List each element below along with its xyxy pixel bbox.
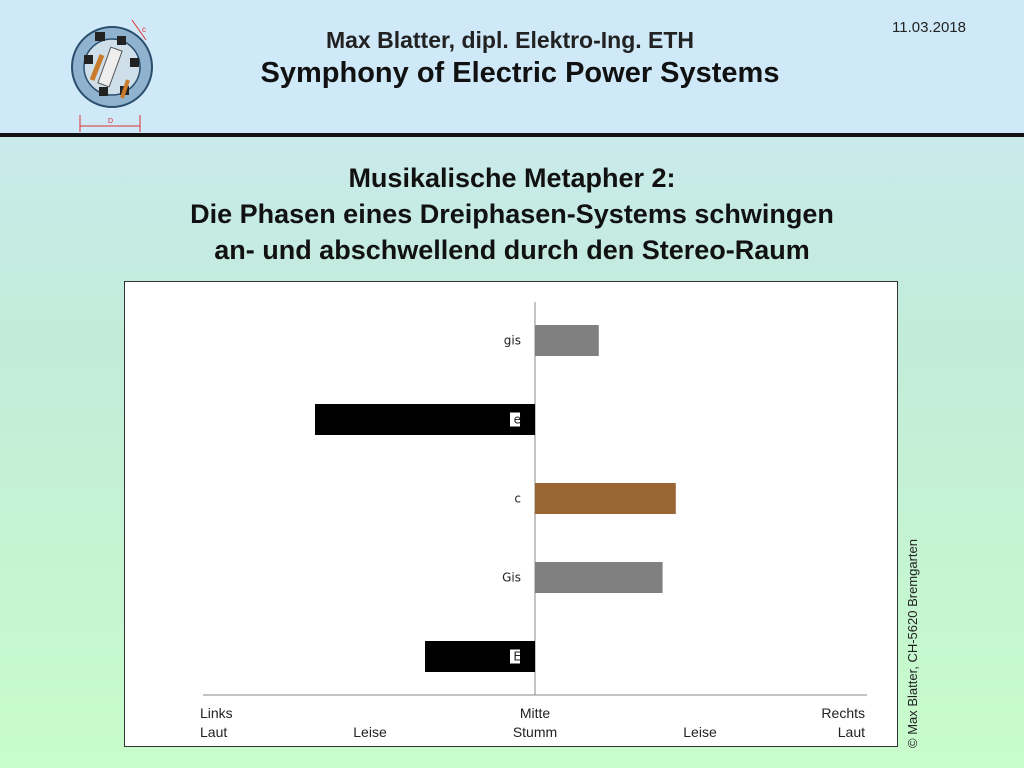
presentation-title: Symphony of Electric Power Systems xyxy=(260,57,780,89)
x-tick-label-bottom-4: Laut xyxy=(838,724,865,740)
header-divider xyxy=(0,133,1024,137)
logo-label-c: c xyxy=(142,25,146,34)
bar-e xyxy=(315,404,535,435)
x-tick-label-bottom-0: Laut xyxy=(200,724,227,740)
category-label-E: E xyxy=(513,650,521,664)
category-label-gis: gis xyxy=(504,334,521,348)
category-label-Gis: Gis xyxy=(502,571,521,585)
copyright-notice: © Max Blatter, CH-5620 Bremgarten xyxy=(905,539,920,748)
electric-machine-cross-section-icon: D c xyxy=(71,19,153,132)
x-tick-label-bottom-2: Stumm xyxy=(513,724,557,740)
x-tick-label-top-2: Rechts xyxy=(821,705,865,721)
x-tick-label-top-1: Mitte xyxy=(520,705,551,721)
category-label-e: e xyxy=(514,413,521,427)
stereo-bar-chart: gis e c Gis E Links Mitte Rechts Laut Leise Stumm L… xyxy=(200,302,867,740)
slide-title-line-2: Die Phasen eines Dreiphasen-Systems schw… xyxy=(190,199,834,229)
x-tick-label-bottom-3: Leise xyxy=(683,724,717,740)
slide-date: 11.03.2018 xyxy=(892,19,966,36)
bar-c xyxy=(535,483,676,514)
bar-label-bg-E xyxy=(510,649,520,664)
x-tick-label-top-0: Links xyxy=(200,705,233,721)
bar-Gis xyxy=(535,562,663,593)
x-tick-label-bottom-1: Leise xyxy=(353,724,387,740)
bar-gis xyxy=(535,325,599,356)
category-label-c: c xyxy=(514,492,521,506)
chart-panel: gis e c Gis E Links Mitte Rechts Laut Leise Stumm L… xyxy=(124,281,898,747)
bar-label-bg-e xyxy=(510,412,520,427)
author-name: Max Blatter, dipl. Elektro-Ing. ETH xyxy=(325,27,695,53)
slide-header: D c Max Blatter, dipl. Elektro-Ing. ETH … xyxy=(0,0,1024,133)
logo-label-d: D xyxy=(108,118,113,125)
slide-title: Musikalische Metapher 2: Die Phasen eine… xyxy=(100,160,924,268)
slide-title-line-3: an- und abschwellend durch den Stereo-Ra… xyxy=(214,235,810,265)
slide-title-line-1: Musikalische Metapher 2: xyxy=(348,163,676,193)
